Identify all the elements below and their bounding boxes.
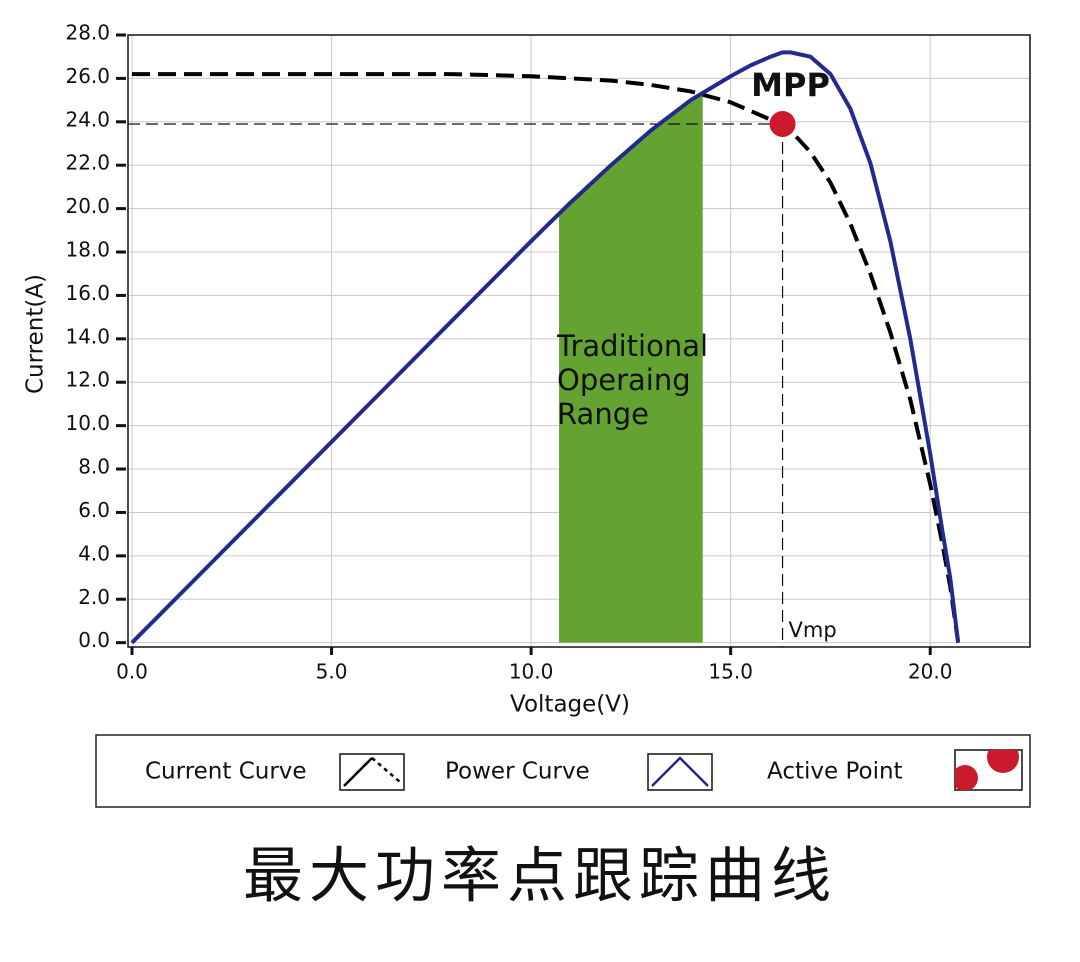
y-tick-label: 10.0: [65, 411, 110, 435]
y-tick-label: 8.0: [78, 455, 110, 479]
y-tick-label: 22.0: [65, 151, 110, 175]
legend-label: Power Curve: [445, 759, 590, 785]
y-tick-label: 26.0: [65, 64, 110, 88]
curve: [131, 72, 961, 643]
legend-icon: [339, 753, 405, 791]
legend-label: Current Curve: [145, 759, 307, 785]
legend-icon: [651, 756, 709, 787]
range-label: Traditional: [556, 329, 708, 363]
operating-range: [559, 92, 703, 643]
curve: [130, 50, 961, 645]
x-tick-label: 10.0: [509, 660, 554, 684]
y-tick-label: 4.0: [78, 541, 110, 565]
point-label: MPP: [751, 66, 830, 104]
legend-icon: [987, 750, 1019, 773]
y-tick-label: 0.0: [78, 628, 110, 652]
y-tick-label: 12.0: [65, 368, 110, 392]
x-axis-label: Voltage(V): [510, 692, 630, 718]
range-label: Operaing: [557, 363, 691, 397]
y-tick-label: 6.0: [78, 498, 110, 522]
y-tick-label: 24.0: [65, 107, 110, 131]
x-tick-label: 20.0: [908, 660, 953, 684]
x-tick-label: 5.0: [316, 660, 348, 684]
y-tick-label: 28.0: [65, 21, 110, 45]
y-axis-label: Current(A): [23, 274, 49, 394]
legend-icon: [647, 753, 713, 791]
x-tick-label: 0.0: [116, 660, 148, 684]
y-tick-label: 16.0: [65, 281, 110, 305]
plot-frame: [127, 34, 1031, 648]
caption: 最大功率点跟踪曲线: [243, 842, 837, 912]
x-tick-label: 15.0: [708, 660, 753, 684]
range-label: Range: [557, 397, 649, 431]
legend-label: Active Point: [767, 759, 903, 785]
legend-icon: [371, 757, 401, 783]
active-point: [769, 110, 796, 137]
y-tick-label: 18.0: [65, 238, 110, 262]
y-tick-label: 2.0: [78, 585, 110, 609]
legend-icon: [955, 765, 978, 790]
legend-box: [95, 734, 1031, 808]
vmp-label: Vmp: [789, 618, 837, 642]
y-tick-label: 14.0: [65, 324, 110, 348]
legend-icon: [343, 757, 373, 787]
y-tick-label: 20.0: [65, 194, 110, 218]
